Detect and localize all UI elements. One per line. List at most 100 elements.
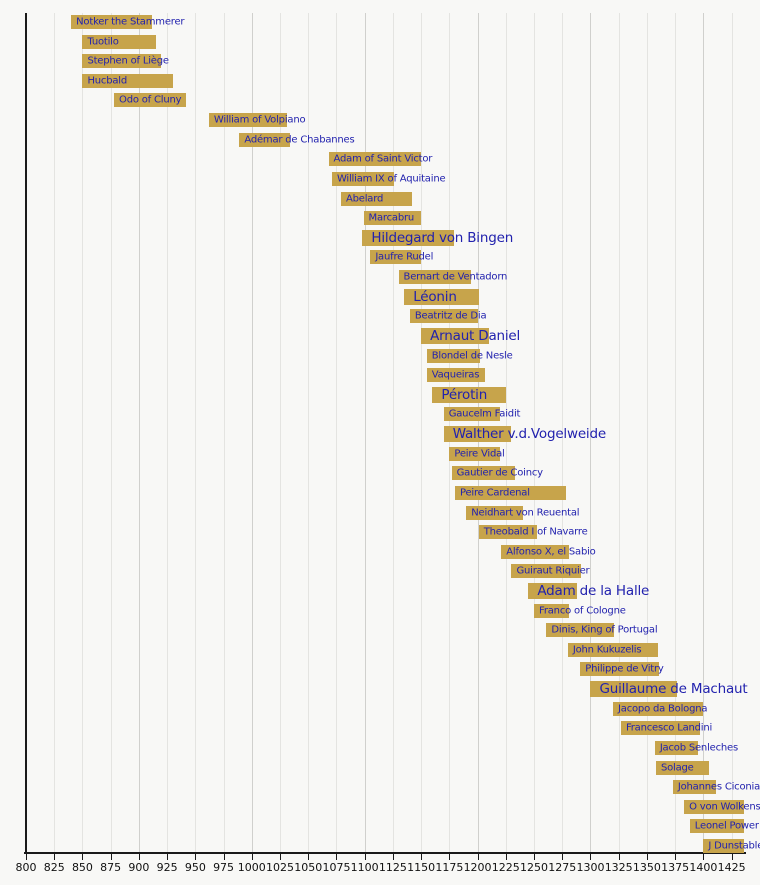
composer-label-gautier-de-coincy[interactable]: Gautier de Coincy xyxy=(456,467,543,479)
composer-label-jacob-senleches[interactable]: Jacob Senleches xyxy=(659,742,738,754)
composer-label-j-dunstable[interactable]: J Dunstable xyxy=(708,840,760,852)
composer-label-bernart-de-ventadorn[interactable]: Bernart de Ventadorn xyxy=(403,271,508,283)
composer-label-vaqueiras[interactable]: Vaqueiras xyxy=(431,369,480,381)
timeline-bar-odo-of-cluny[interactable] xyxy=(114,93,187,108)
timeline-bar-peire-vidal[interactable] xyxy=(449,446,501,461)
axis-tick-label-1250: 1250 xyxy=(520,861,549,874)
axis-tick-label-900: 900 xyxy=(128,861,150,874)
gridline-1350 xyxy=(646,13,648,852)
composer-label-theobald-i-of-navarre[interactable]: Theobald I of Navarre xyxy=(483,526,588,538)
timeline-bar-adam-de-la-halle[interactable] xyxy=(528,582,577,599)
timeline-bar-l-onin[interactable] xyxy=(404,288,479,305)
composer-label-p-rotin[interactable]: Pérotin xyxy=(441,386,488,403)
composer-label-stephen-of-li-ge[interactable]: Stephen of Liège xyxy=(87,55,169,67)
composer-label-guiraut-riquier[interactable]: Guiraut Riquier xyxy=(516,565,590,577)
composer-label-blondel-de-nesle[interactable]: Blondel de Nesle xyxy=(431,350,513,362)
timeline-bar-guillaume-de-machaut[interactable] xyxy=(590,681,678,698)
timeline-bar-gaucelm-faidit[interactable] xyxy=(443,407,501,422)
axis-tick-label-1175: 1175 xyxy=(435,861,464,874)
composer-label-jaufre-rudel[interactable]: Jaufre Rudel xyxy=(375,251,434,263)
composer-label-francesco-landini[interactable]: Francesco Landini xyxy=(625,722,713,734)
timeline-bar-vaqueiras[interactable] xyxy=(426,368,486,383)
axis-tick-825 xyxy=(54,854,56,860)
timeline-bar-blondel-de-nesle[interactable] xyxy=(426,348,480,363)
composer-label-l-onin[interactable]: Léonin xyxy=(413,288,457,305)
timeline-bar-walther-v-d-vogelweide[interactable] xyxy=(443,426,512,443)
timeline-bar-arnaut-daniel[interactable] xyxy=(421,327,489,344)
composer-label-walther-v-d-vogelweide[interactable]: Walther v.d.Vogelweide xyxy=(452,426,606,443)
timeline-bar-o-von-wolkenstein[interactable] xyxy=(684,799,744,814)
composer-label-beatritz-de-dia[interactable]: Beatritz de Dia xyxy=(414,310,487,322)
timeline-bar-beatritz-de-dia[interactable] xyxy=(409,309,478,324)
composer-label-adam-of-saint-victor[interactable]: Adam of Saint Victor xyxy=(333,153,433,165)
composer-label-arnaut-daniel[interactable]: Arnaut Daniel xyxy=(430,327,521,344)
timeline-bar-franco-of-cologne[interactable] xyxy=(534,603,569,618)
composer-label-guillaume-de-machaut[interactable]: Guillaume de Machaut xyxy=(599,681,748,698)
timeline-bar-ad-mar-de-chabannes[interactable] xyxy=(239,132,291,147)
composer-label-john-kukuzelis[interactable]: John Kukuzelis xyxy=(572,644,642,656)
composer-label-jacopo-da-bologna[interactable]: Jacopo da Bologna xyxy=(618,703,708,715)
composer-label-tuotilo[interactable]: Tuotilo xyxy=(87,36,119,48)
timeline-bar-bernart-de-ventadorn[interactable] xyxy=(398,270,471,285)
axis-tick-1425 xyxy=(731,854,733,860)
axis-tick-1325 xyxy=(618,854,620,860)
timeline-bar-william-of-volpiano[interactable] xyxy=(208,113,287,128)
axis-tick-850 xyxy=(82,854,84,860)
composer-label-peire-vidal[interactable]: Peire Vidal xyxy=(454,448,505,460)
composer-label-william-ix-of-aquitaine[interactable]: William IX of Aquitaine xyxy=(336,173,446,185)
timeline-bar-notker-the-stammerer[interactable] xyxy=(71,15,153,29)
composer-label-notker-the-stammerer[interactable]: Notker the Stammerer xyxy=(76,16,185,28)
composer-label-abelard[interactable]: Abelard xyxy=(345,193,384,205)
composer-label-neidhart-von-reuental[interactable]: Neidhart von Reuental xyxy=(471,507,580,518)
timeline-bar-p-rotin[interactable] xyxy=(432,386,506,403)
timeline-bar-guiraut-riquier[interactable] xyxy=(511,564,582,579)
composer-label-solage[interactable]: Solage xyxy=(660,762,694,774)
timeline-bar-jacob-senleches[interactable] xyxy=(654,740,698,755)
composer-label-odo-of-cluny[interactable]: Odo of Cluny xyxy=(119,94,182,106)
composer-label-leonel-power[interactable]: Leonel Power xyxy=(694,820,759,832)
composer-label-gaucelm-faidit[interactable]: Gaucelm Faidit xyxy=(448,408,521,420)
timeline-bar-philippe-de-vitry[interactable] xyxy=(580,662,660,677)
composer-label-o-von-wolkenstein[interactable]: O von Wolkenstein xyxy=(689,801,760,813)
composer-label-hucbald[interactable]: Hucbald xyxy=(87,75,127,87)
composer-label-marcabru[interactable]: Marcabru xyxy=(368,212,415,224)
timeline-bar-leonel-power[interactable] xyxy=(689,819,744,834)
timeline-bar-jacopo-da-bologna[interactable] xyxy=(613,701,704,716)
composer-label-alfonso-x-el-sabio[interactable]: Alfonso X, el Sabio xyxy=(506,546,596,558)
composer-label-peire-cardenal[interactable]: Peire Cardenal xyxy=(459,487,530,499)
gridline-1375 xyxy=(675,13,677,852)
timeline-bar-tuotilo[interactable] xyxy=(82,34,156,49)
timeline-bar-francesco-landini[interactable] xyxy=(620,721,700,736)
timeline-bar-jaufre-rudel[interactable] xyxy=(370,250,422,265)
composer-label-philippe-de-vitry[interactable]: Philippe de Vitry xyxy=(585,663,664,675)
timeline-bar-john-kukuzelis[interactable] xyxy=(567,642,659,657)
composer-label-johannes-ciconia[interactable]: Johannes Ciconia xyxy=(677,781,760,793)
y-axis-line xyxy=(25,13,27,852)
axis-tick-975 xyxy=(223,854,225,860)
timeline-bar-neidhart-von-reuental[interactable] xyxy=(466,505,523,520)
timeline-bar-william-ix-of-aquitaine[interactable] xyxy=(331,171,395,186)
timeline-bar-gautier-de-coincy[interactable] xyxy=(451,466,515,481)
timeline-bar-abelard[interactable] xyxy=(340,191,413,206)
timeline-bar-hucbald[interactable] xyxy=(82,73,173,88)
timeline-bar-johannes-ciconia[interactable] xyxy=(672,780,716,795)
timeline-bar-adam-of-saint-victor[interactable] xyxy=(328,152,422,167)
gridline-1125 xyxy=(392,13,394,852)
timeline-bar-hildegard-von-bingen[interactable] xyxy=(362,229,454,246)
composer-label-hildegard-von-bingen[interactable]: Hildegard von Bingen xyxy=(371,229,514,246)
composer-label-dinis-king-of-portugal[interactable]: Dinis, King of Portugal xyxy=(551,624,658,636)
timeline-bar-solage[interactable] xyxy=(655,760,709,775)
composer-label-ad-mar-de-chabannes[interactable]: Adémar de Chabannes xyxy=(244,134,355,146)
timeline-bar-j-dunstable[interactable] xyxy=(703,839,744,854)
composer-label-franco-of-cologne[interactable]: Franco of Cologne xyxy=(539,605,626,617)
timeline-bar-alfonso-x-el-sabio[interactable] xyxy=(501,544,569,559)
timeline-bar-stephen-of-li-ge[interactable] xyxy=(82,54,162,69)
composer-label-adam-de-la-halle[interactable]: Adam de la Halle xyxy=(537,582,650,599)
timeline-bar-peire-cardenal[interactable] xyxy=(454,485,566,500)
composer-label-william-of-volpiano[interactable]: William of Volpiano xyxy=(213,114,306,126)
timeline-bar-marcabru[interactable] xyxy=(363,211,422,226)
timeline-bar-theobald-i-of-navarre[interactable] xyxy=(478,525,538,540)
timeline-bar-dinis-king-of-portugal[interactable] xyxy=(546,623,615,638)
axis-tick-label-825: 825 xyxy=(43,861,65,874)
